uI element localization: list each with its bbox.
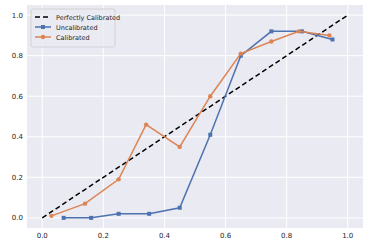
y-tick-label: 1.0 bbox=[12, 12, 23, 20]
legend-swatch bbox=[35, 16, 51, 18]
data-point bbox=[208, 133, 212, 137]
data-point bbox=[208, 94, 212, 98]
data-point bbox=[62, 216, 66, 220]
x-tick-label: 0.0 bbox=[37, 232, 48, 240]
data-point bbox=[239, 51, 243, 55]
y-grid-line bbox=[27, 96, 363, 97]
grid bbox=[27, 5, 363, 228]
data-point bbox=[49, 214, 53, 218]
x-grid-line bbox=[286, 5, 287, 228]
x-tick-label: 0.2 bbox=[98, 232, 109, 240]
legend: Perfectly Calibrated Uncalibrated Calibrat… bbox=[31, 9, 120, 47]
legend-label: Uncalibrated bbox=[56, 24, 98, 32]
data-point bbox=[269, 39, 273, 43]
y-tick-label: 0.2 bbox=[12, 174, 23, 182]
x-grid-line bbox=[347, 5, 348, 228]
x-tick-label: 1.0 bbox=[342, 232, 353, 240]
legend-label: Perfectly Calibrated bbox=[56, 14, 120, 22]
data-point bbox=[330, 37, 334, 41]
x-grid-line bbox=[164, 5, 165, 228]
series-line bbox=[51, 31, 329, 215]
x-tick-label: 0.8 bbox=[281, 232, 292, 240]
data-point bbox=[327, 33, 331, 37]
y-grid-line bbox=[27, 55, 363, 56]
data-point bbox=[178, 206, 182, 210]
data-point bbox=[89, 216, 93, 220]
y-grid-line bbox=[27, 177, 363, 178]
data-point bbox=[144, 122, 148, 126]
plot-area bbox=[27, 5, 363, 228]
x-grid-line bbox=[225, 5, 226, 228]
data-point bbox=[297, 29, 301, 33]
legend-label: Calibrated bbox=[56, 34, 90, 42]
data-point bbox=[269, 29, 273, 33]
chart: 0.0 0.2 0.4 0.6 0.8 1.0 0.0 0.2 0.4 0.6 0.8 1.0 Perf… bbox=[0, 0, 369, 247]
y-tick-label: 0.4 bbox=[12, 133, 24, 141]
y-grid-line bbox=[27, 136, 363, 137]
x-tick-label: 0.6 bbox=[220, 232, 232, 240]
legend-marker bbox=[41, 25, 45, 29]
data-point bbox=[147, 212, 151, 216]
y-tick-label: 0.0 bbox=[12, 214, 23, 222]
y-tick-label: 0.8 bbox=[12, 52, 23, 60]
data-point bbox=[117, 212, 121, 216]
data-point bbox=[83, 201, 87, 205]
data-point bbox=[178, 145, 182, 149]
legend-marker bbox=[41, 35, 45, 39]
data-point bbox=[116, 177, 120, 181]
x-tick-label: 0.4 bbox=[159, 232, 171, 240]
y-tick-label: 0.6 bbox=[12, 93, 24, 101]
